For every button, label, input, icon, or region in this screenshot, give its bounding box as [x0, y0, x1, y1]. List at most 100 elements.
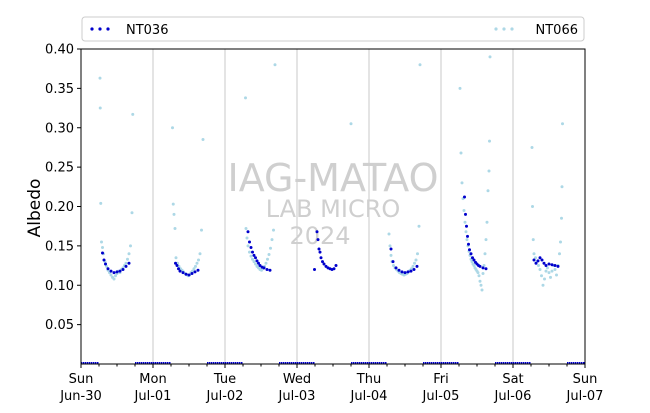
- data-point: [264, 261, 268, 265]
- data-point: [534, 261, 538, 265]
- data-point: [417, 224, 421, 228]
- y-tick-label: 0.20: [45, 200, 74, 215]
- data-point: [418, 63, 422, 67]
- y-tick-label: 0.35: [45, 82, 74, 97]
- data-point: [553, 268, 557, 271]
- data-point: [478, 264, 482, 268]
- data-point: [414, 258, 418, 262]
- data-point: [556, 264, 560, 268]
- data-point: [201, 138, 205, 142]
- data-point: [463, 195, 466, 199]
- data-point: [194, 264, 197, 268]
- data-point: [115, 270, 119, 274]
- data-point: [464, 230, 468, 234]
- data-point: [252, 260, 256, 264]
- data-point: [249, 254, 253, 258]
- data-point: [531, 205, 534, 208]
- data-point: [403, 271, 407, 275]
- data-point: [268, 268, 272, 272]
- data-point: [248, 250, 251, 254]
- data-point: [198, 252, 202, 256]
- x-tick-label-weekday: Sat: [502, 372, 523, 387]
- data-point: [476, 271, 480, 275]
- data-point: [174, 261, 177, 265]
- data-point: [178, 269, 182, 273]
- data-point: [101, 245, 104, 249]
- x-tick-label-date: Jul-03: [278, 389, 316, 404]
- data-point: [175, 264, 179, 268]
- data-point: [460, 181, 464, 185]
- data-point: [246, 230, 250, 234]
- data-point: [560, 185, 564, 189]
- x-tick-label-weekday: Mon: [139, 372, 166, 387]
- data-point: [127, 261, 131, 265]
- data-point: [471, 256, 474, 260]
- data-point: [553, 264, 557, 268]
- y-tick-label: 0.30: [45, 121, 74, 136]
- data-point: [467, 242, 470, 246]
- data-point: [486, 189, 490, 193]
- data-point: [546, 266, 549, 270]
- data-point: [472, 264, 476, 268]
- data-point: [468, 248, 471, 252]
- y-tick-label: 0.05: [45, 318, 74, 333]
- data-point: [173, 227, 177, 231]
- data-point: [114, 274, 117, 278]
- data-point: [104, 262, 107, 266]
- legend-marker-nt036: [90, 27, 110, 31]
- data-point: [190, 271, 194, 275]
- data-point: [544, 269, 548, 273]
- data-point: [547, 271, 551, 275]
- legend-dot: [98, 27, 102, 31]
- data-point: [542, 261, 546, 265]
- data-point: [257, 261, 260, 265]
- data-point: [388, 244, 392, 248]
- data-point: [459, 151, 463, 155]
- data-point: [480, 288, 484, 292]
- y-tick-label: 0.15: [45, 239, 74, 254]
- data-point: [532, 258, 536, 262]
- data-point: [252, 253, 256, 257]
- data-point: [389, 247, 393, 251]
- y-tick-label: 0.10: [45, 279, 74, 294]
- legend-dot: [502, 27, 506, 31]
- data-point: [387, 232, 391, 236]
- x-tick-label-weekday: Thu: [356, 372, 381, 387]
- data-point: [251, 250, 254, 254]
- data-point: [391, 260, 395, 264]
- data-point: [245, 236, 249, 240]
- data-point: [409, 269, 413, 273]
- data-point: [131, 112, 135, 116]
- legend: NT036 NT066: [81, 16, 585, 42]
- data-point: [538, 256, 542, 260]
- data-point: [129, 244, 132, 248]
- data-point: [550, 269, 554, 273]
- data-point: [389, 253, 393, 257]
- data-point: [195, 261, 199, 265]
- watermark: IAG-MATAO LAB MICRO 2024: [227, 156, 438, 250]
- data-point: [254, 262, 257, 266]
- data-point: [488, 139, 491, 143]
- data-point: [538, 268, 542, 271]
- data-point: [561, 122, 564, 126]
- data-point: [530, 145, 534, 149]
- data-point: [465, 238, 469, 242]
- data-point: [324, 264, 328, 268]
- data-point: [406, 270, 410, 274]
- data-point: [478, 279, 482, 283]
- data-point: [127, 252, 131, 256]
- data-point: [258, 264, 262, 268]
- x-tick-label-weekday: Tue: [213, 372, 236, 387]
- data-point: [273, 63, 277, 67]
- x-tick-label-date: Jul-01: [134, 389, 172, 404]
- data-point: [560, 216, 563, 220]
- x-tick-label-weekday: Sun: [573, 372, 598, 387]
- y-axis: 0.05 0.10 0.15 0.20 0.25 0.30 0.35 0.40: [45, 43, 81, 333]
- x-tick-label-weekday: Fri: [433, 372, 449, 387]
- x-tick-label-date: Jul-05: [422, 389, 460, 404]
- data-point: [534, 256, 537, 260]
- data-point: [392, 264, 395, 268]
- data-point: [100, 240, 103, 244]
- data-point: [244, 227, 248, 231]
